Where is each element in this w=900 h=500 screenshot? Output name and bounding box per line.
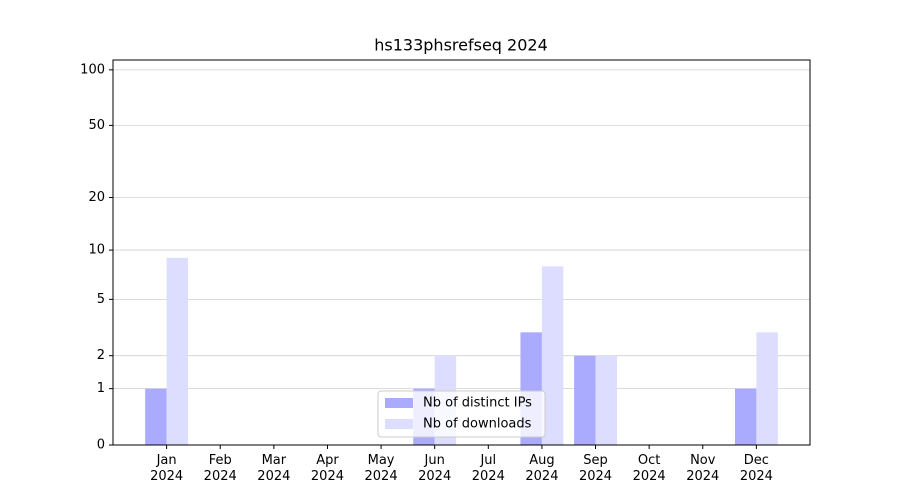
y-tick-label: 1 <box>97 381 105 396</box>
legend-label: Nb of distinct IPs <box>423 396 532 411</box>
x-tick-label: Dec 2024 <box>739 453 773 484</box>
bar <box>541 266 564 445</box>
bar <box>756 332 778 445</box>
y-tick-label: 50 <box>88 118 105 133</box>
x-tick-label: Jun 2024 <box>418 453 452 484</box>
bar <box>166 257 189 445</box>
x-tick-label: Jan 2024 <box>150 453 184 484</box>
bar <box>574 355 596 445</box>
x-tick-label: Nov 2024 <box>686 453 720 484</box>
legend-swatch <box>385 419 413 429</box>
legend-swatch <box>385 398 413 408</box>
x-tick-label: Aug 2024 <box>525 453 559 484</box>
x-tick-label: Oct 2024 <box>632 453 666 484</box>
x-tick-label: Feb 2024 <box>203 453 237 484</box>
chart-title: hs133phsrefseq 2024 <box>374 36 548 55</box>
y-tick-label: 0 <box>97 438 105 453</box>
y-tick-label: 10 <box>88 243 105 258</box>
legend-label: Nb of downloads <box>423 417 532 432</box>
y-tick-label: 100 <box>80 62 105 77</box>
legend: Nb of distinct IPs Nb of downloads <box>377 390 546 438</box>
y-tick-label: 20 <box>88 190 105 205</box>
y-tick-label: 2 <box>97 348 105 363</box>
x-tick-label: Jul 2024 <box>471 453 505 484</box>
y-tick-label: 5 <box>97 292 105 307</box>
legend-box <box>377 390 546 438</box>
plot-frame <box>112 59 811 446</box>
x-tick-label: Sep 2024 <box>578 453 613 484</box>
x-tick-label: May 2024 <box>364 453 398 484</box>
x-tick-label: Apr 2024 <box>310 453 344 484</box>
bar <box>145 388 167 445</box>
bar <box>734 388 757 445</box>
x-tick-label: Mar 2024 <box>257 453 291 484</box>
bar <box>595 355 617 445</box>
